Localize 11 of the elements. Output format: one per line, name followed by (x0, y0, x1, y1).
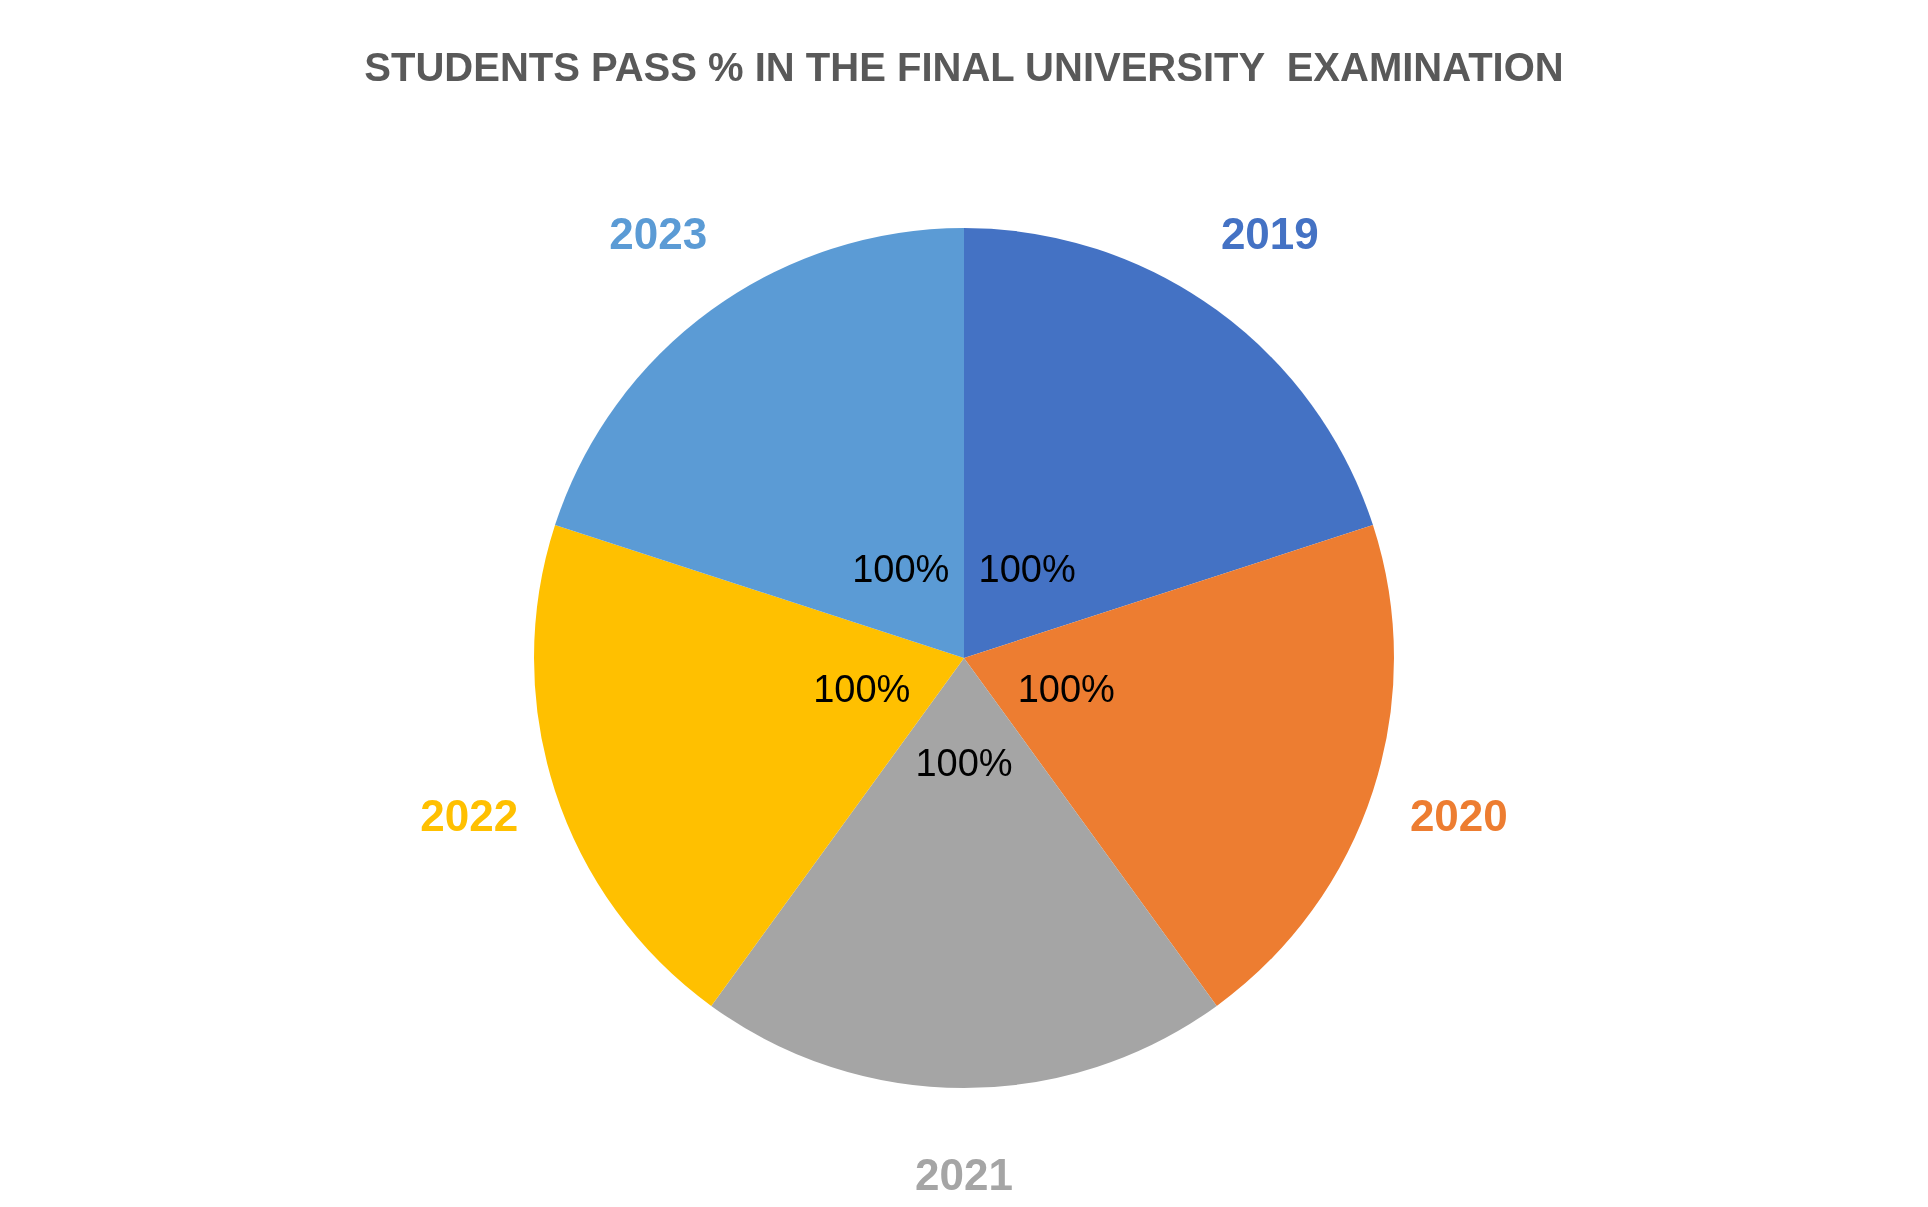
slice-label: 2022 (420, 790, 519, 840)
data-label: 100% (978, 547, 1076, 590)
data-label: 100% (1017, 667, 1115, 710)
data-label: 100% (852, 547, 950, 590)
slice-label: 2019 (1220, 209, 1319, 259)
slice-label: 2023 (609, 209, 708, 259)
chart-title: STUDENTS PASS % IN THE FINAL UNIVERSITY EXAMINATION (364, 45, 1564, 90)
slice-label: 2021 (915, 1150, 1013, 1200)
data-label: 100% (813, 667, 911, 710)
slice-label: 2020 (1409, 790, 1508, 840)
data-label: 100% (915, 741, 1013, 784)
